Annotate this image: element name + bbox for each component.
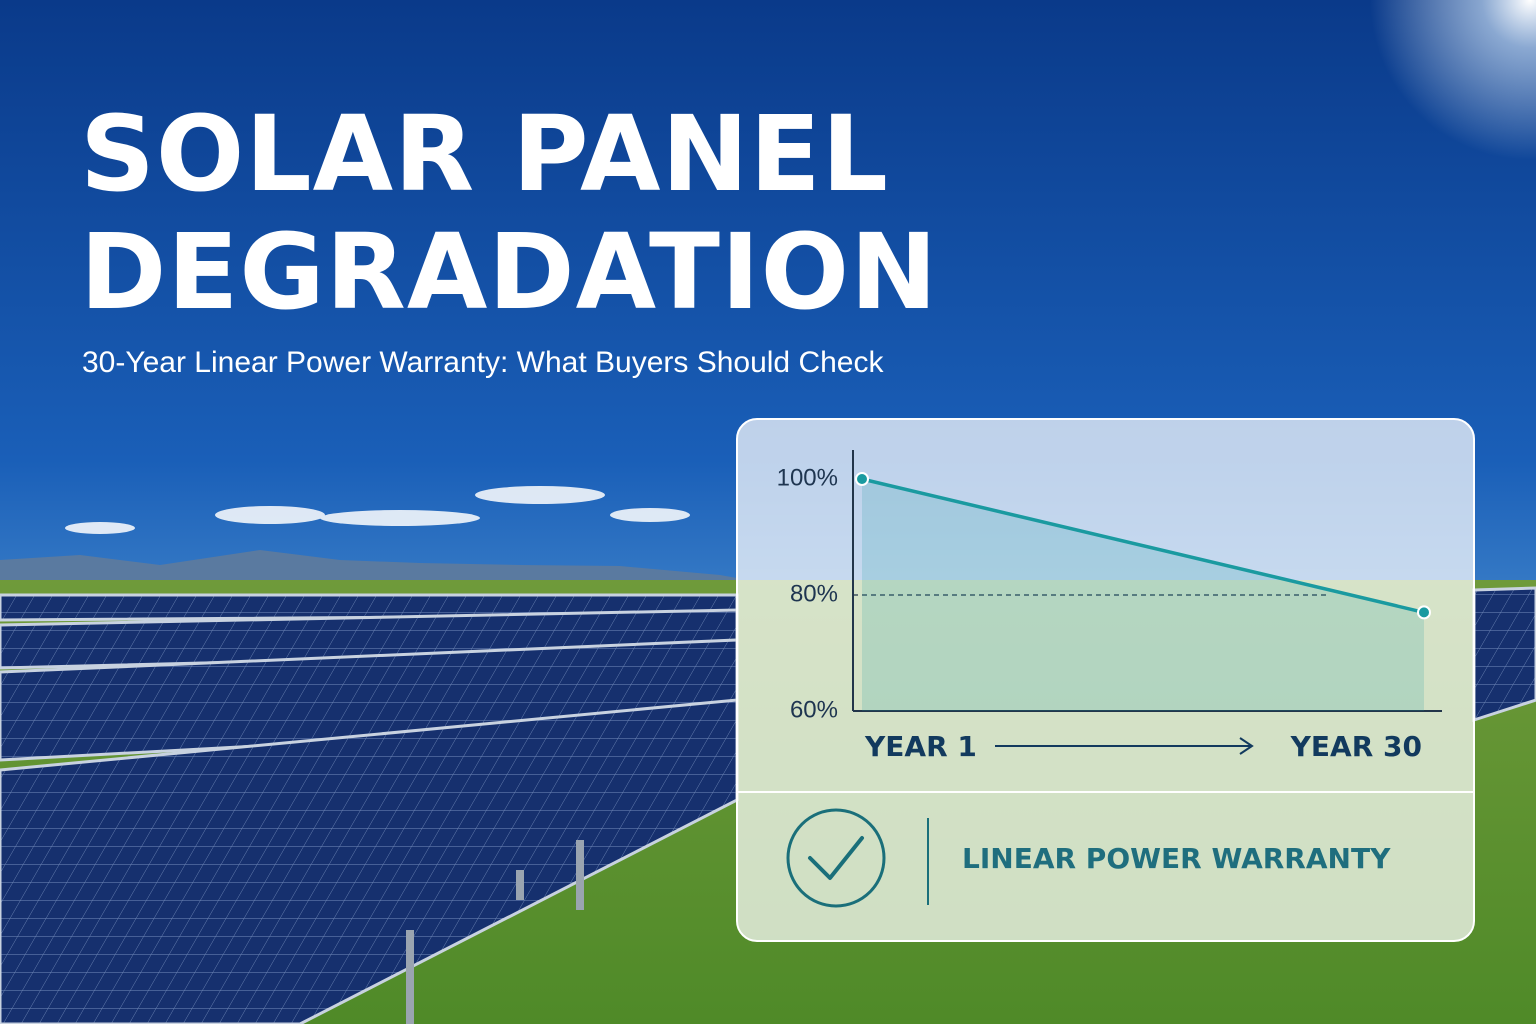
x-tick-label: YEAR 30	[1290, 730, 1422, 763]
chart-card	[736, 418, 1475, 942]
panel-legs	[406, 840, 584, 1024]
panel-rows	[0, 586, 1536, 1024]
point	[1417, 605, 1431, 620]
y-tick-label: 80%	[790, 580, 838, 607]
area	[862, 479, 1424, 711]
check-mark	[808, 836, 864, 880]
check-icon	[786, 808, 886, 908]
sun	[1370, 0, 1536, 160]
x-tick-label: YEAR 1	[864, 730, 977, 763]
subtitle: 30-Year Linear Power Warranty: What Buye…	[82, 346, 884, 379]
y-tick-label: 60%	[790, 696, 838, 723]
badge-text: LINEAR POWER WARRANTY	[962, 842, 1391, 875]
title-line: SOLAR PANEL	[80, 93, 889, 215]
axis-arrow-head	[1239, 737, 1254, 755]
point	[855, 472, 869, 486]
line	[861, 477, 1425, 615]
title-line: DEGRADATION	[80, 211, 938, 333]
y-tick-label: 100%	[777, 464, 838, 491]
clouds	[65, 486, 690, 534]
